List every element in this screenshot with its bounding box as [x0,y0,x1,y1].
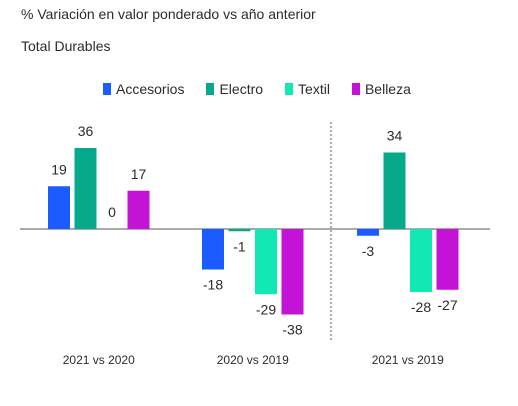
legend-item-accesorios: Accesorios [103,81,184,97]
data-label-electro-1: -1 [233,238,246,254]
legend-swatch-belleza [351,83,360,95]
data-label-textil-2: -28 [411,299,431,315]
bar-accesorios-0 [48,186,70,229]
data-label-electro-0: 36 [78,123,94,139]
data-label-electro-2: 34 [387,128,403,144]
category-label-2: 2021 vs 2019 [372,353,444,367]
data-label-belleza-2: -27 [437,297,457,313]
bar-electro-2 [383,152,406,229]
data-label-belleza-1: -38 [282,322,302,338]
legend-item-textil: Textil [285,81,330,97]
bar-belleza-0 [127,190,150,229]
chart-title: % Variación en valor ponderado vs año an… [21,6,316,22]
bar-textil-1 [255,229,277,295]
category-label-1: 2020 vs 2019 [217,353,289,367]
bar-electro-0 [74,148,97,229]
data-label-accesorios-0: 19 [51,161,67,177]
legend-item-electro: Electro [206,81,263,97]
bar-belleza-1 [281,229,304,315]
bar-accesorios-2 [357,229,379,236]
data-label-textil-0: 0 [108,204,116,220]
legend-label-accesorios: Accesorios [116,81,185,97]
legend-label-belleza: Belleza [364,81,411,97]
legend-label-textil: Textil [298,81,330,97]
bar-electro-1 [228,229,251,232]
legend: Accesorios Electro Textil Belleza [103,81,433,97]
legend-label-electro: Electro [219,81,264,97]
bar-accesorios-1 [202,229,224,270]
data-label-accesorios-1: -18 [203,277,223,293]
bar-textil-2 [410,229,432,292]
legend-swatch-accesorios [103,83,111,95]
data-label-textil-1: -29 [256,301,276,317]
category-label-0: 2021 vs 2020 [63,353,135,367]
chart-subtitle: Total Durables [21,38,111,54]
bar-belleza-2 [436,229,459,290]
legend-swatch-textil [285,83,294,95]
data-label-accesorios-2: -3 [362,243,375,259]
data-label-belleza-0: 17 [131,166,147,182]
legend-item-belleza: Belleza [351,81,411,97]
legend-swatch-electro [206,83,215,95]
